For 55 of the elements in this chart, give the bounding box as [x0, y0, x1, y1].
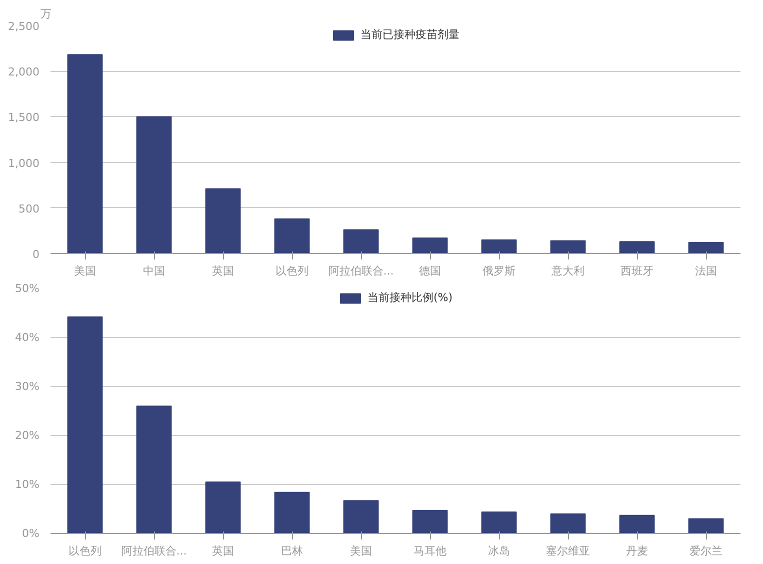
y-tick-label: 50%: [15, 282, 40, 295]
y-tick-label: 20%: [15, 429, 40, 442]
bar: [274, 218, 310, 254]
bar: [412, 510, 448, 534]
x-tick-label: 冰岛: [488, 544, 510, 558]
bar: [688, 242, 724, 254]
bar: [481, 511, 517, 534]
y-axis-title: 万: [40, 8, 52, 20]
x-tick-label: 以色列: [276, 264, 308, 278]
y-tick-label: 40%: [15, 331, 40, 344]
bar: [619, 514, 655, 534]
x-tick-label: 美国: [74, 264, 96, 278]
y-tick-label: 0%: [22, 527, 40, 540]
x-tick-label: 英国: [212, 544, 234, 558]
y-tick-label: 500: [18, 202, 40, 216]
x-tick-label: 法国: [695, 264, 717, 278]
x-tick-label: 巴林: [281, 544, 303, 558]
bar: [619, 241, 655, 254]
bar: [67, 316, 103, 534]
x-tick-label: 意大利: [550, 264, 584, 278]
x-tick-label: 中国: [143, 264, 165, 278]
bar: [274, 492, 310, 534]
y-tick-label: 2,000: [8, 66, 40, 79]
y-tick-label: 1,000: [8, 156, 40, 170]
y-tick-label: 30%: [15, 380, 40, 393]
x-tick-label: 丹麦: [626, 544, 648, 558]
x-tick-label: 德国: [419, 264, 441, 278]
bar: [550, 240, 586, 254]
x-tick-label: 以色列: [68, 544, 102, 558]
bar: [688, 518, 724, 534]
y-tick-label: 0: [32, 248, 40, 261]
bar: [412, 237, 448, 254]
x-tick-label: 西班牙: [620, 264, 654, 278]
bar: [136, 116, 172, 254]
y-tick-label: 1,500: [8, 111, 40, 124]
bar: [205, 482, 241, 534]
x-tick-label: 俄罗斯: [482, 264, 516, 278]
x-tick-label: 阿拉伯联合...: [121, 544, 187, 558]
y-tick-label: 10%: [15, 478, 40, 491]
bar: [67, 54, 103, 254]
bar: [481, 239, 517, 254]
x-tick-label: 马耳他: [414, 544, 446, 558]
y-tick-label: 2,500: [8, 20, 40, 33]
legend-label: 当前已接种疫苗剂量: [360, 27, 460, 42]
bar: [343, 500, 379, 534]
bar: [205, 188, 241, 254]
x-tick-label: 塞尔维亚: [546, 544, 590, 558]
bar: [343, 229, 379, 254]
bar: [136, 406, 172, 534]
x-tick-label: 阿拉伯联合...: [328, 264, 394, 278]
x-tick-label: 英国: [212, 264, 234, 278]
x-tick-label: 爱尔兰: [690, 544, 722, 558]
x-tick-label: 美国: [350, 544, 372, 558]
legend-label: 当前接种比例(%): [367, 290, 453, 305]
bar: [550, 513, 586, 534]
